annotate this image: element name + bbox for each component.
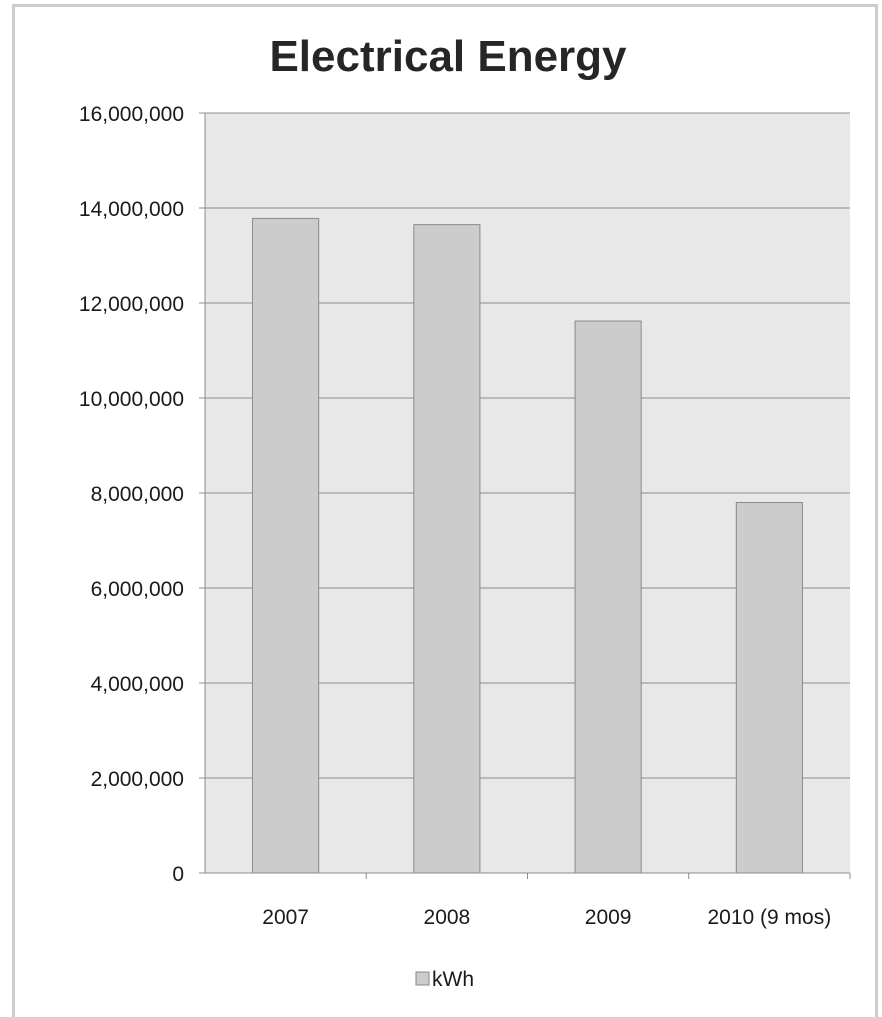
legend-label: kWh [432, 968, 474, 991]
bars [252, 217, 803, 874]
legend: kWh [415, 968, 474, 991]
x-tick-label: 2008 [424, 906, 471, 929]
y-tick-label: 10,000,000 [79, 388, 184, 411]
chart-title: Electrical Energy [269, 32, 627, 81]
y-tick-label: 14,000,000 [79, 198, 184, 221]
y-tick-label: 0 [172, 863, 184, 886]
y-tick-label: 4,000,000 [91, 673, 184, 696]
bar-2009 [574, 320, 642, 874]
y-tick-label: 8,000,000 [91, 483, 184, 506]
x-tick-label: 2010 (9 mos) [708, 906, 832, 929]
bar-2010-9-mos [735, 502, 803, 874]
legend-swatch [415, 971, 430, 986]
x-axis: 2007 2008 2009 2010 (9 mos) [205, 872, 851, 929]
x-tick-label: 2009 [585, 906, 632, 929]
bar-2007 [252, 217, 320, 874]
x-tick-label: 2007 [262, 906, 309, 929]
bar-2008 [413, 224, 481, 874]
y-tick-label: 16,000,000 [79, 103, 184, 126]
y-tick-label: 2,000,000 [91, 768, 184, 791]
y-tick-label: 6,000,000 [91, 578, 184, 601]
y-axis: 0 2,000,000 4,000,000 6,000,000 8,000,000 10,… [79, 103, 206, 886]
y-tick-label: 12,000,000 [79, 293, 184, 316]
